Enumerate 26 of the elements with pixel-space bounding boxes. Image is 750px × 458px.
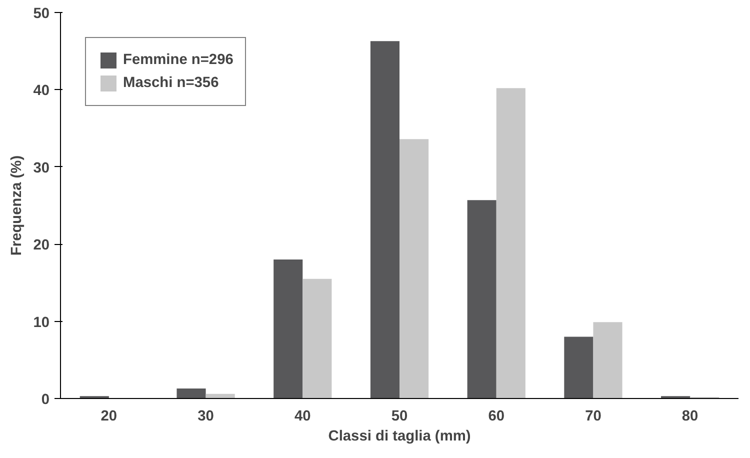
legend-label: Femmine n=296	[123, 52, 234, 68]
x-tick-label: 70	[585, 408, 602, 424]
x-tick-label: 60	[488, 408, 505, 424]
legend-label: Maschi n=356	[123, 75, 219, 91]
y-tick-label: 50	[33, 6, 50, 22]
x-tick-label: 30	[198, 408, 214, 424]
y-tick-label: 0	[41, 392, 50, 408]
x-tick-label: 20	[100, 408, 118, 424]
bar	[467, 200, 496, 398]
y-axis-title: Frequenza (%)	[9, 155, 26, 256]
bar	[274, 260, 303, 398]
y-tick-label: 40	[33, 83, 50, 100]
x-tick-label: 80	[682, 408, 698, 424]
y-tick-label: 10	[33, 314, 50, 331]
y-tick-label: 20	[33, 238, 50, 254]
bar	[496, 88, 526, 398]
x-tick-label: 50	[391, 408, 408, 424]
bar	[593, 322, 622, 398]
bar	[400, 139, 429, 398]
bar	[302, 278, 332, 398]
bar	[176, 388, 206, 398]
x-axis-title: Classi di taglia (mm)	[328, 428, 471, 444]
bar	[564, 336, 594, 398]
y-tick-label: 30	[33, 160, 50, 176]
bar	[370, 41, 400, 398]
x-tick-label: 40	[294, 408, 311, 424]
